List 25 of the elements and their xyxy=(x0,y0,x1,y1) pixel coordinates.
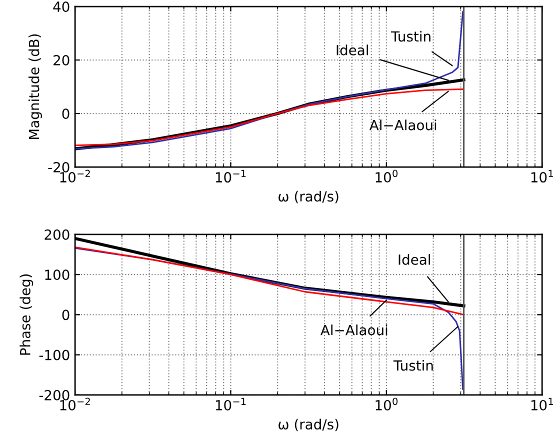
y-tick-label: -100 xyxy=(39,350,70,360)
y-tick-label: -200 xyxy=(39,390,70,400)
y-tick-label: 200 xyxy=(44,229,70,240)
x-tick-label: 10$^{−1}$ xyxy=(216,170,246,183)
y-tick-label: 0 xyxy=(62,310,70,320)
y-tick-label: -20 xyxy=(48,162,70,172)
y-tick-label: 0 xyxy=(62,108,70,119)
x-tick-label: 10$^{1}$ xyxy=(531,170,553,183)
annotation: Tustin xyxy=(391,30,430,42)
y-axis-title: Magnitude (dB) xyxy=(28,34,42,139)
x-tick-label: 10$^{0}$ xyxy=(376,170,398,183)
y-tick-label: 100 xyxy=(45,270,70,280)
x-tick-label: 10$^{0}$ xyxy=(376,398,398,410)
annotation: Al−Alaoui xyxy=(369,120,436,130)
y-axis-title: Phase (deg) xyxy=(20,274,34,355)
annotation: Ideal xyxy=(398,254,430,265)
x-axis-title: ω (rad/s) xyxy=(278,190,338,204)
annotation: Al−Alaoui xyxy=(320,324,388,336)
x-tick-label: 10$^{−1}$ xyxy=(216,398,246,410)
y-tick-label: 20 xyxy=(54,54,70,66)
y-tick-label: 40 xyxy=(53,1,70,12)
x-axis-title: ω (rad/s) xyxy=(278,418,338,432)
x-tick-label: 10$^{1}$ xyxy=(531,398,553,410)
annotation: Ideal xyxy=(336,44,368,56)
annotation: Tustin xyxy=(393,360,433,371)
